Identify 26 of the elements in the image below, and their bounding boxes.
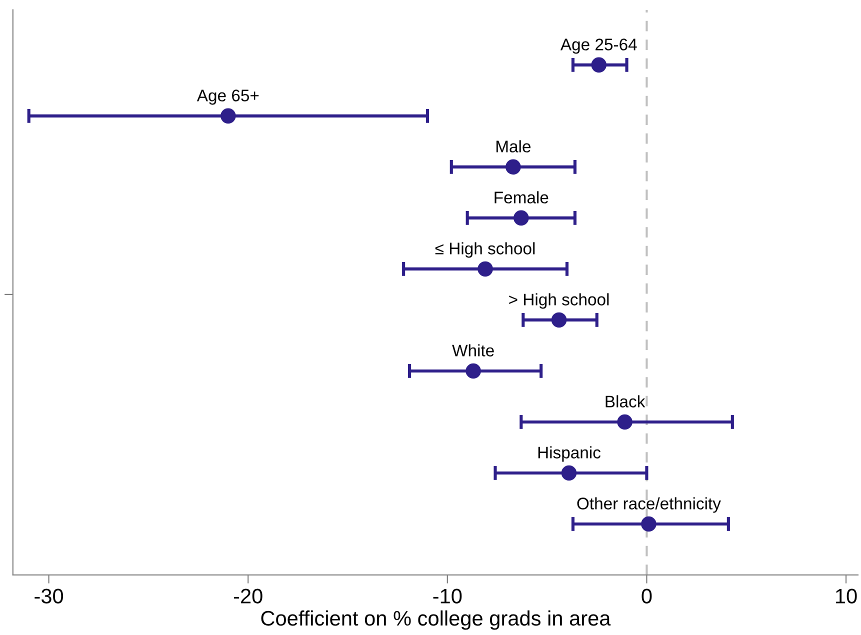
y-tick-label: Other race/ethnicity — [577, 497, 721, 513]
x-axis-title: Coefficient on % college grads in area — [261, 610, 611, 630]
x-tick-label: 0 — [642, 588, 652, 604]
x-tick-label: -30 — [34, 588, 64, 604]
point — [561, 465, 577, 481]
y-tick-label: > High school — [509, 293, 609, 309]
x-tick-label: 10 — [836, 588, 857, 604]
point — [506, 159, 521, 175]
y-tick-label: ≤ High school — [435, 242, 535, 258]
x-tick-label: -20 — [234, 588, 262, 604]
point — [617, 414, 632, 430]
y-tick-label: Black — [606, 395, 646, 408]
point — [551, 312, 567, 328]
x-tick-label: -10 — [433, 588, 462, 604]
y-tick-label: Age 25-64 — [560, 38, 637, 54]
point — [591, 57, 607, 73]
y-tick-label: Age 65+ — [196, 90, 259, 105]
y-tick-label: White — [452, 344, 494, 356]
point — [514, 210, 529, 226]
point — [641, 516, 656, 532]
y-tick-label: Male — [496, 140, 531, 152]
point — [220, 108, 236, 124]
y-tick-label: Female — [494, 191, 548, 204]
y-tick-label: Hispanic — [538, 446, 601, 462]
point — [478, 261, 493, 277]
point — [466, 363, 481, 379]
